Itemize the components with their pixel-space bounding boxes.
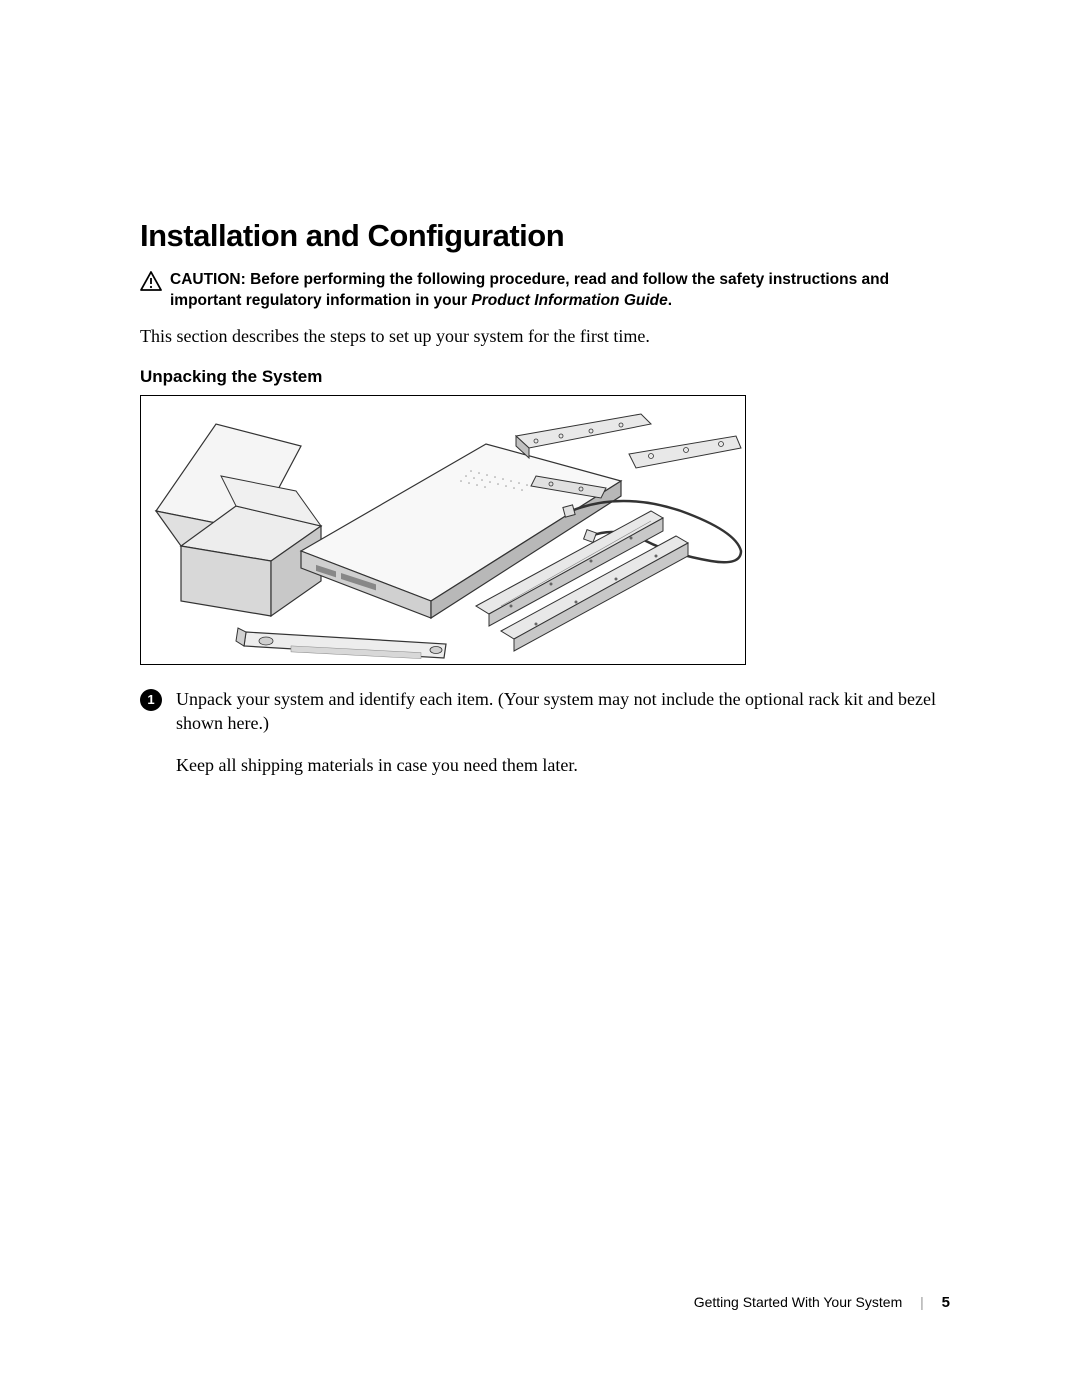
intro-paragraph: This section describes the steps to set … <box>140 326 950 347</box>
step-number-badge: 1 <box>140 689 162 711</box>
page-footer: Getting Started With Your System | 5 <box>694 1294 950 1311</box>
rack-bracket-2-illustration <box>629 436 741 468</box>
rack-bracket-1-illustration <box>516 414 651 458</box>
subsection-heading: Unpacking the System <box>140 367 950 387</box>
warning-icon <box>140 271 162 296</box>
caution-italic: Product Information Guide <box>471 292 667 309</box>
page-heading: Installation and Configuration <box>140 218 950 254</box>
step-1-continue: Keep all shipping materials in case you … <box>176 753 950 777</box>
footer-page-number: 5 <box>942 1294 950 1311</box>
box-illustration <box>156 424 321 616</box>
caution-label: CAUTION: <box>170 271 246 288</box>
step-1-text: Unpack your system and identify each ite… <box>176 687 950 736</box>
caution-block: CAUTION: Before performing the following… <box>140 270 950 312</box>
caution-text: CAUTION: Before performing the following… <box>170 270 950 312</box>
step-1-row: 1 Unpack your system and identify each i… <box>140 687 950 736</box>
footer-divider: | <box>920 1294 924 1310</box>
caution-body-2: . <box>668 292 672 309</box>
unpacking-illustration <box>140 395 746 665</box>
bezel-illustration <box>236 628 446 659</box>
footer-section-name: Getting Started With Your System <box>694 1294 903 1310</box>
